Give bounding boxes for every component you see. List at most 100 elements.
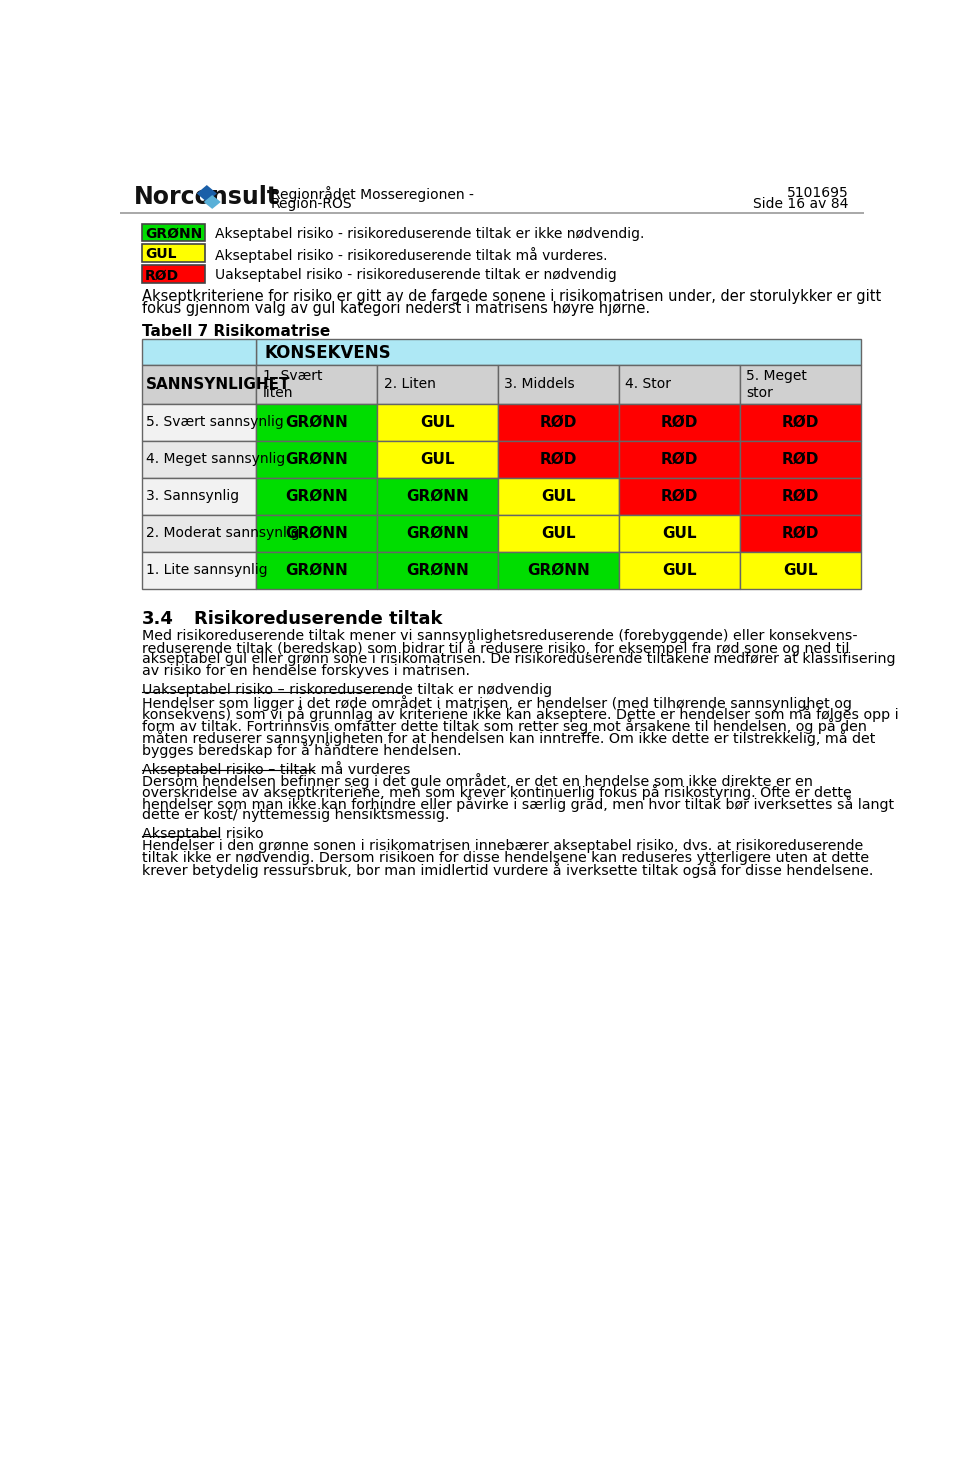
Text: Akseptabel risiko - risikoreduserende tiltak må vurderes.: Akseptabel risiko - risikoreduserende ti… (214, 248, 607, 264)
Text: Risikoreduserende tiltak: Risikoreduserende tiltak (194, 609, 443, 628)
Bar (619, 478, 740, 514)
Bar (498, 551, 619, 589)
Bar (377, 514, 498, 551)
Bar (498, 478, 619, 514)
Text: Side 16 av 84: Side 16 av 84 (754, 196, 849, 211)
Text: GRØNN: GRØNN (285, 563, 348, 577)
Text: GUL: GUL (783, 563, 818, 577)
Text: konsekvens) som vi på grunnlag av kriteriene ikke kan akseptere. Dette er hendel: konsekvens) som vi på grunnlag av kriter… (142, 706, 899, 722)
Text: Uakseptabel risiko - risikoreduserende tiltak er nødvendig: Uakseptabel risiko - risikoreduserende t… (214, 268, 616, 283)
Text: 4. Meget sannsynlig: 4. Meget sannsynlig (146, 453, 286, 466)
Text: SANNSYNLIGHET: SANNSYNLIGHET (146, 377, 291, 393)
Text: tiltak ikke er nødvendig. Dersom risikoen for disse hendelsene kan reduseres ytt: tiltak ikke er nødvendig. Dersom risikoe… (142, 851, 869, 864)
Text: av risiko for en hendelse forskyves i matrisen.: av risiko for en hendelse forskyves i ma… (142, 664, 469, 678)
Text: 5. Meget
stor: 5. Meget stor (746, 369, 807, 400)
Text: Region-ROS: Region-ROS (271, 196, 352, 211)
Text: Norconsult: Norconsult (134, 185, 279, 209)
Text: GRØNN: GRØNN (285, 526, 348, 541)
Bar (740, 514, 861, 551)
Text: hendelser som man ikke kan forhindre eller påvirke i særlig grad, men hvor tilta: hendelser som man ikke kan forhindre ell… (142, 795, 894, 812)
Text: GRØNN: GRØNN (406, 563, 469, 577)
Polygon shape (197, 185, 217, 202)
Bar (142, 441, 256, 478)
Text: GUL: GUL (662, 563, 697, 577)
Bar (142, 365, 256, 404)
Bar (256, 441, 377, 478)
Bar (377, 441, 498, 478)
Text: Akseptabel risiko - risikoreduserende tiltak er ikke nødvendig.: Akseptabel risiko - risikoreduserende ti… (214, 227, 644, 240)
Bar (142, 224, 205, 242)
Bar (498, 365, 619, 404)
Text: 3. Sannsynlig: 3. Sannsynlig (146, 489, 239, 502)
Text: KONSEKVENS: KONSEKVENS (264, 344, 391, 362)
Text: RØD: RØD (145, 268, 179, 283)
Text: RØD: RØD (781, 451, 819, 467)
Text: GRØNN: GRØNN (406, 526, 469, 541)
Bar (256, 478, 377, 514)
Text: 5101695: 5101695 (787, 186, 849, 199)
Text: Hendelser i den grønne sonen i risikomatrisen innebærer akseptabel risiko, dvs. : Hendelser i den grønne sonen i risikomat… (142, 839, 863, 853)
Bar (256, 365, 377, 404)
Text: GRØNN: GRØNN (285, 415, 348, 429)
Text: GRØNN: GRØNN (527, 563, 590, 577)
Bar (142, 338, 256, 365)
Text: Akseptkriteriene for risiko er gitt av de fargede sonene i risikomatrisen under,: Akseptkriteriene for risiko er gitt av d… (142, 289, 881, 305)
Bar (256, 404, 377, 441)
Text: Dersom hendelsen befinner seg i det gule området, er det en hendelse som ikke di: Dersom hendelsen befinner seg i det gule… (142, 772, 812, 788)
Text: 3.4: 3.4 (142, 609, 174, 628)
Text: 2. Moderat sannsynlig: 2. Moderat sannsynlig (146, 526, 300, 541)
Bar (256, 338, 861, 365)
Text: GUL: GUL (420, 415, 455, 429)
Bar (740, 551, 861, 589)
Text: Regionrådet Mosseregionen -: Regionrådet Mosseregionen - (271, 186, 474, 202)
Text: Akseptabel risiko: Akseptabel risiko (142, 828, 263, 841)
Text: bygges beredskap for å håndtere hendelsen.: bygges beredskap for å håndtere hendelse… (142, 741, 461, 757)
Bar (619, 441, 740, 478)
Text: Akseptabel risiko – tiltak må vurderes: Akseptabel risiko – tiltak må vurderes (142, 760, 410, 776)
Bar (740, 365, 861, 404)
Text: GRØNN: GRØNN (285, 489, 348, 504)
Text: GRØNN: GRØNN (145, 227, 202, 240)
Text: 2. Liten: 2. Liten (383, 378, 436, 391)
Text: RØD: RØD (781, 526, 819, 541)
Bar (377, 478, 498, 514)
Text: RØD: RØD (660, 451, 698, 467)
Text: 5. Svært sannsynlig: 5. Svært sannsynlig (146, 415, 284, 429)
Text: Uakseptabel risiko – riskoreduserende tiltak er nødvendig: Uakseptabel risiko – riskoreduserende ti… (142, 683, 552, 697)
Text: Hendelser som ligger i det røde området i matrisen, er hendelser (med tilhørende: Hendelser som ligger i det røde området … (142, 694, 852, 711)
Text: GUL: GUL (145, 248, 177, 261)
Bar (377, 551, 498, 589)
Text: RØD: RØD (781, 415, 819, 429)
Bar (498, 441, 619, 478)
Text: GUL: GUL (541, 526, 576, 541)
Bar (256, 514, 377, 551)
Text: RØD: RØD (781, 489, 819, 504)
Bar (377, 365, 498, 404)
Text: måten reduserer sannsynligheten for at hendelsen kan inntreffe. Om ikke dette er: måten reduserer sannsynligheten for at h… (142, 730, 876, 746)
Bar (619, 365, 740, 404)
Text: GRØNN: GRØNN (406, 489, 469, 504)
Text: GRØNN: GRØNN (285, 451, 348, 467)
Text: Tabell 7 Risikomatrise: Tabell 7 Risikomatrise (142, 324, 330, 338)
Bar (498, 514, 619, 551)
Bar (740, 478, 861, 514)
Text: RØD: RØD (660, 489, 698, 504)
Text: dette er kost/ nyttemessig hensiktsmessig.: dette er kost/ nyttemessig hensiktsmessi… (142, 807, 449, 822)
Bar (498, 404, 619, 441)
Text: overskridelse av akseptkriteriene, men som krever kontinuerlig fokus på risikost: overskridelse av akseptkriteriene, men s… (142, 784, 852, 800)
Text: reduserende tiltak (beredskap) som bidrar til å redusere risiko, for eksempel fr: reduserende tiltak (beredskap) som bidra… (142, 640, 849, 656)
Bar (619, 404, 740, 441)
Bar (142, 245, 205, 262)
Bar (142, 265, 205, 283)
Bar (142, 514, 256, 551)
Text: akseptabel gul eller grønn sone i risikomatrisen. De risikoreduserende tiltakene: akseptabel gul eller grønn sone i risiko… (142, 652, 895, 667)
Bar (142, 551, 256, 589)
Bar (740, 441, 861, 478)
Text: 3. Middels: 3. Middels (504, 378, 575, 391)
Text: GUL: GUL (420, 451, 455, 467)
Polygon shape (204, 195, 221, 209)
Text: RØD: RØD (660, 415, 698, 429)
Bar (619, 514, 740, 551)
Text: RØD: RØD (540, 415, 577, 429)
Text: fokus gjennom valg av gul kategori nederst i matrisens høyre hjørne.: fokus gjennom valg av gul kategori neder… (142, 302, 650, 316)
